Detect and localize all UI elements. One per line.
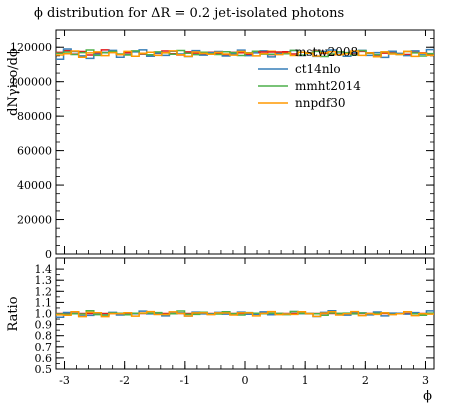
main-plot-frame <box>56 30 434 254</box>
ratio-series-group <box>56 311 434 318</box>
y-tick-label: 20000 <box>17 214 52 227</box>
x-tick-label: -3 <box>59 374 70 387</box>
y-tick-label: 0 <box>45 248 52 261</box>
y-tick-label: 80000 <box>17 110 52 123</box>
legend-label-nnpdf30: nnpdf30 <box>295 96 346 110</box>
chart-title: ϕ distribution for ΔR = 0.2 jet-isolated… <box>34 6 344 21</box>
ratio-y-axis: 0.50.60.70.80.91.01.11.21.31.4 <box>35 263 435 376</box>
main-series-group <box>56 49 434 59</box>
ratio-y-tick-label: 1.0 <box>35 308 53 321</box>
x-tick-label: -2 <box>119 374 130 387</box>
x-axis: -3 -2 -1 0 1 2 3 <box>59 30 429 387</box>
y-tick-label: 60000 <box>17 145 52 158</box>
ratio-y-tick-label: 1.2 <box>35 285 53 298</box>
x-axis-label: ϕ <box>423 389 432 404</box>
x-tick-label: 3 <box>422 374 429 387</box>
legend-label-mstw2008: mstw2008 <box>295 45 358 59</box>
legend-label-ct14nlo: ct14nlo <box>295 62 341 76</box>
ratio-y-tick-label: 1.3 <box>35 274 53 287</box>
x-tick-label: 2 <box>362 374 369 387</box>
y-tick-label: 40000 <box>17 179 52 192</box>
x-tick-label: -1 <box>179 374 190 387</box>
ratio-y-tick-label: 0.5 <box>35 363 53 376</box>
legend-label-mmht2014: mmht2014 <box>295 79 361 93</box>
ratio-y-tick-label: 0.9 <box>35 319 53 332</box>
y-axis-label: dNγiso/dϕ <box>6 48 21 116</box>
ratio-y-tick-label: 0.6 <box>35 352 53 365</box>
ratio-y-tick-label: 0.8 <box>35 330 53 343</box>
ratio-y-tick-label: 0.7 <box>35 341 53 354</box>
x-tick-label: 1 <box>302 374 309 387</box>
ratio-y-tick-label: 1.1 <box>35 296 53 309</box>
x-tick-label: 0 <box>242 374 249 387</box>
ratio-y-axis-label: Ratio <box>6 296 21 331</box>
ratio-y-tick-label: 1.4 <box>35 263 53 276</box>
